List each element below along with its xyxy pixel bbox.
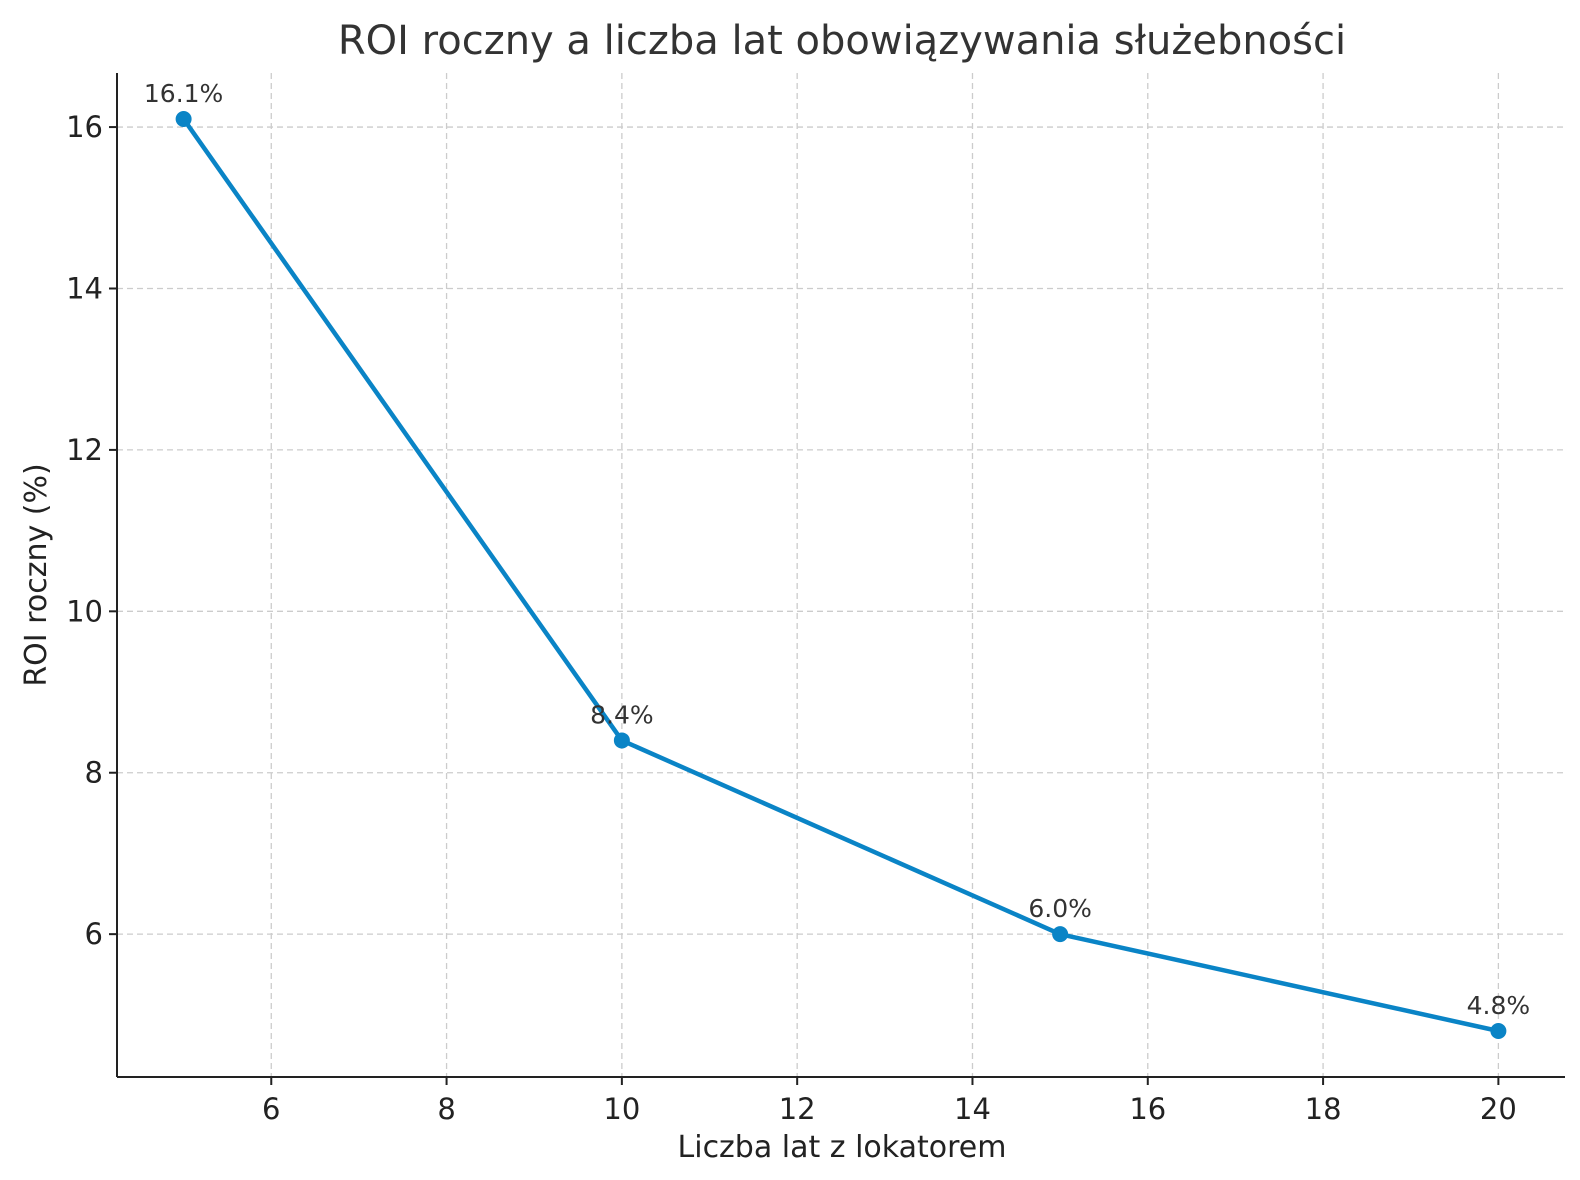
- x-tick-label: 8: [437, 1092, 455, 1126]
- x-ticks: 6 8 10 12 14 16 18 20: [262, 1077, 1517, 1126]
- data-label: 8.4%: [590, 700, 654, 729]
- x-tick-label: 16: [1129, 1092, 1166, 1126]
- data-point: [175, 111, 192, 128]
- data-label: 6.0%: [1028, 894, 1092, 923]
- x-tick-label: 20: [1480, 1092, 1517, 1126]
- data-point: [613, 732, 630, 749]
- y-tick-label: 12: [66, 433, 103, 467]
- x-tick-label: 12: [779, 1092, 816, 1126]
- y-tick-label: 6: [85, 917, 103, 951]
- y-tick-label: 14: [66, 271, 103, 305]
- data-label: 16.1%: [144, 79, 223, 108]
- series-line: [181, 116, 1501, 1034]
- data-label: 4.8%: [1467, 991, 1531, 1020]
- chart-title: ROI roczny a liczba lat obowiązywania sł…: [338, 18, 1346, 64]
- x-axis-label: Liczba lat z lokatorem: [678, 1130, 1007, 1165]
- x-tick-label: 14: [954, 1092, 991, 1126]
- x-tick-label: 18: [1305, 1092, 1342, 1126]
- y-ticks: 6 8 10 12 14 16: [66, 110, 117, 951]
- y-tick-label: 10: [66, 594, 103, 628]
- x-tick-label: 10: [603, 1092, 640, 1126]
- series: [175, 111, 1507, 1039]
- y-tick-label: 8: [85, 756, 103, 790]
- y-axis-label: ROI roczny (%): [19, 463, 54, 686]
- data-point: [1490, 1022, 1507, 1039]
- data-labels: 16.1% 8.4% 6.0% 4.8%: [144, 79, 1530, 1020]
- y-tick-label: 16: [66, 110, 103, 144]
- x-tick-label: 6: [262, 1092, 280, 1126]
- grid: [117, 73, 1565, 1077]
- data-point: [1052, 926, 1069, 943]
- axes-spines: [116, 73, 1565, 1078]
